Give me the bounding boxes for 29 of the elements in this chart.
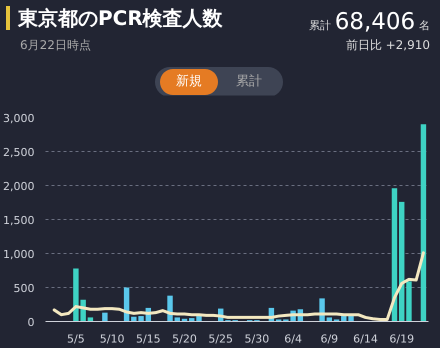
y-tick-label: 3,000 [3, 112, 35, 125]
y-tick-label: 500 [14, 282, 35, 295]
text: 68,406 [334, 9, 416, 35]
x-tick-label: 5/25 [208, 332, 234, 346]
text: 新規 [160, 69, 218, 95]
text: 名 [419, 19, 430, 32]
chart-title: 東京都のPCR検査人数 [18, 5, 223, 32]
x-tick-label: 5/30 [244, 332, 270, 346]
x-tick-label: 5/20 [172, 332, 197, 346]
y-tick-label: 1,500 [3, 214, 35, 227]
x-tick-label: 5/5 [67, 332, 85, 346]
y-tick-label: 2,500 [3, 146, 35, 159]
x-tick-label: 5/15 [136, 332, 161, 346]
bar [420, 124, 426, 322]
x-tick-label: 6/9 [320, 332, 338, 346]
y-tick-label: 2,000 [3, 180, 35, 193]
chart-subtitle: 6月22日時点 [20, 37, 91, 54]
bar [102, 312, 108, 322]
bar [73, 268, 79, 322]
text: 累計 [308, 19, 331, 32]
text: 前日比 +2,910 [346, 37, 430, 54]
x-tick-label: 5/10 [100, 332, 124, 346]
y-tick-label: 1,000 [3, 248, 35, 261]
text: 累計 [235, 73, 263, 91]
x-tick-label: 6/4 [284, 332, 302, 346]
x-tick-label: 6/14 [353, 332, 378, 346]
y-tick-label: 0 [28, 316, 34, 329]
x-tick-label: 6/19 [389, 332, 414, 346]
line-series [52, 251, 425, 321]
